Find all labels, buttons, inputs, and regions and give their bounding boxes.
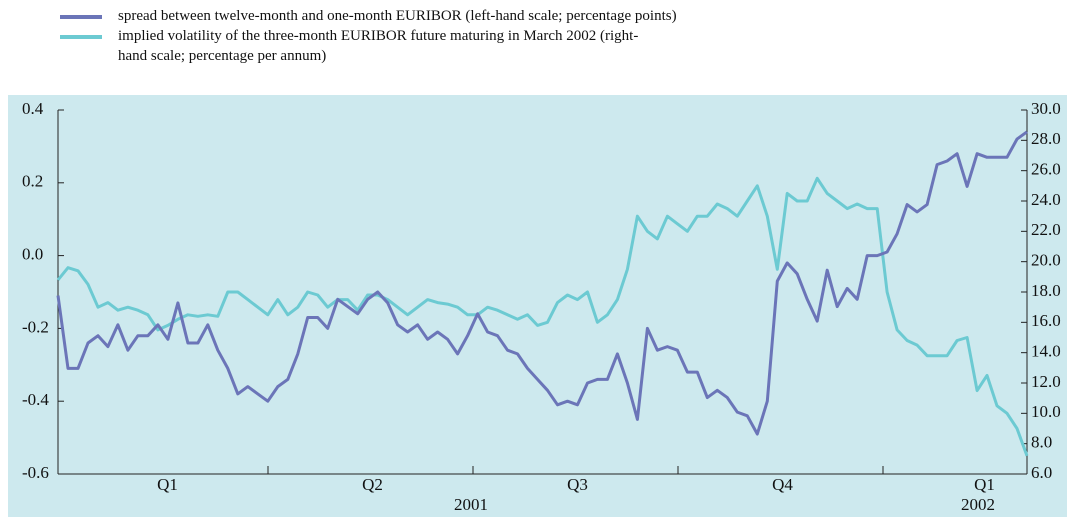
legend-label: spread between twelve-month and one-mont… <box>118 8 677 24</box>
legend-item: spread between twelve-month and one-mont… <box>0 6 1018 26</box>
y2-tick-label: 6.0 <box>1031 463 1052 482</box>
y-tick-label: -0.4 <box>22 390 49 409</box>
y-tick-label: -0.2 <box>22 317 49 336</box>
y2-tick-label: 12.0 <box>1031 372 1061 391</box>
y2-tick-label: 24.0 <box>1031 190 1061 209</box>
series-line <box>56 130 1028 436</box>
y2-tick-label: 10.0 <box>1031 402 1061 421</box>
year-label: 2002 <box>961 495 995 514</box>
y2-tick-label: 18.0 <box>1031 281 1061 300</box>
y-tick-label: 0.0 <box>22 245 43 264</box>
year-label: 2001 <box>454 495 488 514</box>
y2-tick-label: 22.0 <box>1031 220 1061 239</box>
series-line <box>56 176 1029 457</box>
x-tick-label: Q1 <box>157 475 178 494</box>
legend: spread between twelve-month and one-mont… <box>0 6 1018 66</box>
y2-tick-label: 30.0 <box>1031 99 1061 118</box>
x-tick-label: Q2 <box>362 475 383 494</box>
y2-tick-label: 14.0 <box>1031 342 1061 361</box>
legend-swatch <box>60 15 102 19</box>
legend-item: implied volatility of the three-month EU… <box>0 26 658 66</box>
y2-tick-label: 8.0 <box>1031 433 1052 452</box>
x-tick-label: Q4 <box>772 475 793 494</box>
x-tick-label: Q1 <box>974 475 995 494</box>
y2-tick-label: 26.0 <box>1031 160 1061 179</box>
x-tick-label: Q3 <box>567 475 588 494</box>
panel <box>8 95 1067 517</box>
legend-swatch <box>60 35 102 39</box>
y2-tick-label: 16.0 <box>1031 311 1061 330</box>
y-tick-label: 0.2 <box>22 172 43 191</box>
y2-tick-label: 28.0 <box>1031 129 1061 148</box>
y-tick-label: 0.4 <box>22 99 44 118</box>
legend-label: implied volatility of the three-month EU… <box>118 28 639 64</box>
y-tick-label: -0.6 <box>22 463 49 482</box>
y2-tick-label: 20.0 <box>1031 251 1061 270</box>
